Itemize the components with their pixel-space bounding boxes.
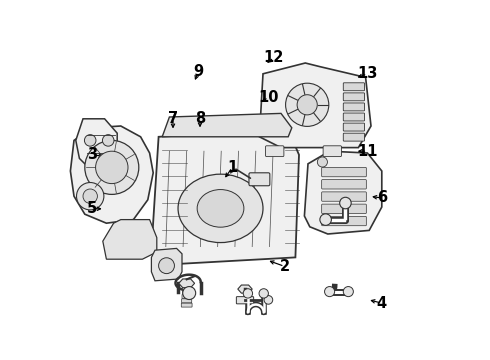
Polygon shape <box>151 130 299 265</box>
Circle shape <box>243 289 252 298</box>
Circle shape <box>84 135 96 146</box>
Polygon shape <box>179 279 195 288</box>
Circle shape <box>183 287 196 300</box>
Text: 8: 8 <box>195 111 205 126</box>
Circle shape <box>102 135 114 146</box>
Polygon shape <box>103 220 157 259</box>
Polygon shape <box>259 63 371 148</box>
Text: 3: 3 <box>87 147 97 162</box>
Circle shape <box>96 151 128 184</box>
Circle shape <box>76 183 104 210</box>
FancyBboxPatch shape <box>321 216 367 226</box>
FancyBboxPatch shape <box>236 297 254 304</box>
FancyBboxPatch shape <box>183 286 191 290</box>
Polygon shape <box>151 248 182 281</box>
Circle shape <box>324 287 335 297</box>
FancyBboxPatch shape <box>343 113 365 121</box>
Circle shape <box>83 189 98 203</box>
FancyBboxPatch shape <box>343 93 365 101</box>
Circle shape <box>340 197 351 209</box>
FancyBboxPatch shape <box>249 173 270 186</box>
FancyBboxPatch shape <box>321 167 367 177</box>
Circle shape <box>85 140 139 194</box>
FancyBboxPatch shape <box>343 133 365 141</box>
Circle shape <box>320 214 331 225</box>
Circle shape <box>286 83 329 126</box>
Text: 2: 2 <box>279 259 290 274</box>
Circle shape <box>297 95 317 115</box>
Ellipse shape <box>197 190 244 227</box>
Circle shape <box>318 157 327 167</box>
Text: 9: 9 <box>193 64 203 80</box>
Text: 6: 6 <box>377 190 387 206</box>
Polygon shape <box>76 119 122 169</box>
Circle shape <box>343 287 353 297</box>
FancyBboxPatch shape <box>343 83 365 91</box>
Circle shape <box>264 296 273 304</box>
Polygon shape <box>162 113 292 137</box>
Text: 7: 7 <box>168 111 178 126</box>
Circle shape <box>159 258 174 274</box>
FancyBboxPatch shape <box>343 123 365 131</box>
Text: 12: 12 <box>264 50 284 65</box>
FancyBboxPatch shape <box>182 299 192 303</box>
FancyBboxPatch shape <box>343 103 365 111</box>
FancyBboxPatch shape <box>321 192 367 201</box>
Ellipse shape <box>178 174 263 243</box>
Text: 13: 13 <box>357 66 378 81</box>
Text: 5: 5 <box>87 201 97 216</box>
FancyBboxPatch shape <box>182 294 192 298</box>
Circle shape <box>259 289 269 298</box>
FancyBboxPatch shape <box>182 290 191 294</box>
Text: 4: 4 <box>377 296 387 311</box>
FancyBboxPatch shape <box>321 204 367 213</box>
FancyBboxPatch shape <box>323 146 342 157</box>
FancyBboxPatch shape <box>321 180 367 189</box>
Polygon shape <box>304 151 382 234</box>
FancyBboxPatch shape <box>181 303 192 307</box>
Polygon shape <box>238 285 252 293</box>
FancyBboxPatch shape <box>266 146 284 157</box>
Text: 11: 11 <box>357 144 378 159</box>
Polygon shape <box>71 126 153 223</box>
Text: 10: 10 <box>258 90 279 105</box>
Text: 1: 1 <box>227 160 238 175</box>
